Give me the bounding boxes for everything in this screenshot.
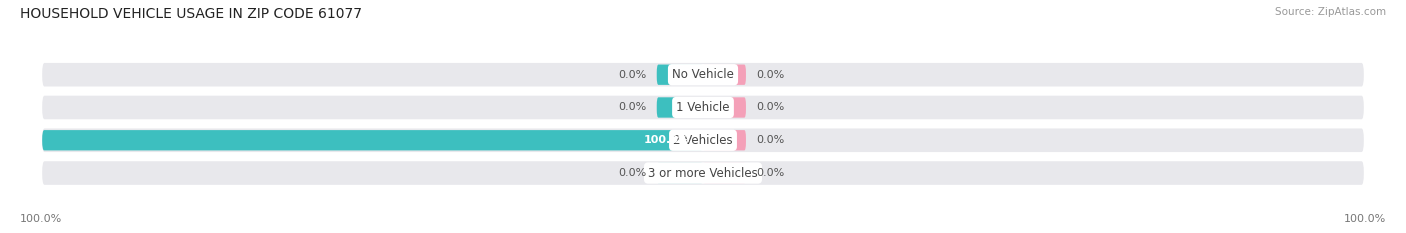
Text: 1 Vehicle: 1 Vehicle bbox=[676, 101, 730, 114]
Text: 0.0%: 0.0% bbox=[756, 168, 785, 178]
Text: 0.0%: 0.0% bbox=[756, 103, 785, 113]
FancyBboxPatch shape bbox=[657, 65, 703, 85]
Text: Source: ZipAtlas.com: Source: ZipAtlas.com bbox=[1275, 7, 1386, 17]
Text: 0.0%: 0.0% bbox=[756, 135, 785, 145]
Text: 0.0%: 0.0% bbox=[619, 168, 647, 178]
FancyBboxPatch shape bbox=[42, 96, 1364, 119]
FancyBboxPatch shape bbox=[657, 163, 703, 183]
Text: 0.0%: 0.0% bbox=[619, 70, 647, 80]
Text: 0.0%: 0.0% bbox=[756, 70, 785, 80]
Text: 100.0%: 100.0% bbox=[1344, 214, 1386, 224]
FancyBboxPatch shape bbox=[42, 128, 1364, 152]
Text: 100.0%: 100.0% bbox=[20, 214, 62, 224]
FancyBboxPatch shape bbox=[703, 65, 747, 85]
FancyBboxPatch shape bbox=[657, 97, 703, 118]
FancyBboxPatch shape bbox=[42, 63, 1364, 86]
FancyBboxPatch shape bbox=[703, 97, 747, 118]
Text: 100.0%: 100.0% bbox=[644, 135, 690, 145]
Text: 0.0%: 0.0% bbox=[619, 103, 647, 113]
FancyBboxPatch shape bbox=[703, 130, 747, 151]
Text: 2 Vehicles: 2 Vehicles bbox=[673, 134, 733, 147]
Text: 3 or more Vehicles: 3 or more Vehicles bbox=[648, 167, 758, 180]
FancyBboxPatch shape bbox=[42, 161, 1364, 185]
FancyBboxPatch shape bbox=[42, 130, 703, 151]
Text: No Vehicle: No Vehicle bbox=[672, 68, 734, 81]
Text: HOUSEHOLD VEHICLE USAGE IN ZIP CODE 61077: HOUSEHOLD VEHICLE USAGE IN ZIP CODE 6107… bbox=[20, 7, 361, 21]
FancyBboxPatch shape bbox=[703, 163, 747, 183]
